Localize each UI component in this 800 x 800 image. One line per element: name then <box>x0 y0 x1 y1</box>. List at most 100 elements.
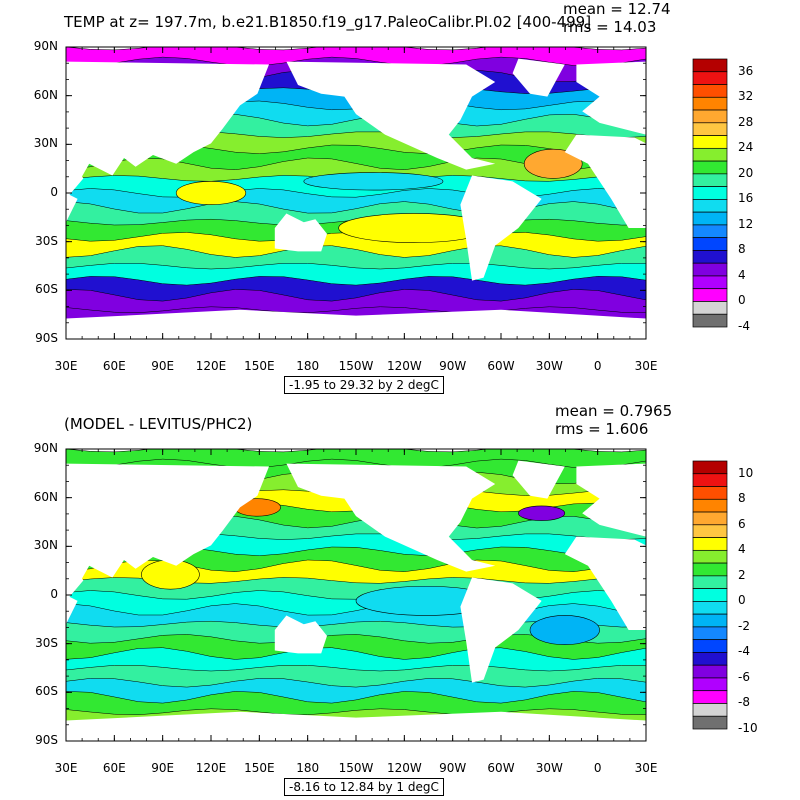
colorbar-swatch <box>692 690 728 704</box>
contour-feature <box>303 172 444 191</box>
colorbar-label: -10 <box>738 721 758 735</box>
colorbar-swatch <box>692 498 728 513</box>
colorbar-label: -2 <box>738 618 750 633</box>
lon-tick-label: 120W <box>386 359 422 373</box>
colorbar-label: 10 <box>738 465 754 480</box>
lat-tick-label: 30N <box>33 538 58 553</box>
colorbar-swatch <box>692 275 728 290</box>
colorbar-swatch <box>692 703 728 717</box>
colorbar-swatch <box>692 147 728 162</box>
colorbar-swatch <box>692 473 728 487</box>
lat-tick-label: 30S <box>35 635 58 650</box>
land-mask <box>460 577 542 683</box>
land-mask <box>66 463 269 595</box>
lat-tick-label: 90N <box>33 441 58 455</box>
colorbar-swatch <box>692 224 728 239</box>
lon-tick-label: 60E <box>102 359 126 373</box>
land-mask <box>66 61 269 193</box>
colorbar-swatch <box>692 652 728 666</box>
colorbar-swatch <box>692 562 728 577</box>
land-mask <box>512 460 565 499</box>
lat-tick-label: 0 <box>50 185 58 199</box>
land-mask <box>274 615 327 654</box>
land-mask <box>66 193 78 223</box>
lon-tick-label: 90E <box>151 761 175 775</box>
colorbar-swatch <box>692 511 728 526</box>
colorbar-label: -6 <box>738 669 750 684</box>
lon-tick-label: 30E <box>634 761 658 775</box>
lat-tick-label: 30S <box>35 233 58 248</box>
map-panel-2 <box>65 448 647 742</box>
land-mask <box>512 58 565 97</box>
colorbar-label: 32 <box>738 89 754 104</box>
land-mask <box>66 711 646 741</box>
lon-tick-label: 150E <box>244 761 275 775</box>
lon-tick-label: 150W <box>338 359 374 373</box>
lat-tick-label: 60N <box>33 87 58 102</box>
colorbar-swatch <box>692 313 728 328</box>
contour-feature <box>175 181 247 205</box>
lon-tick-label: 120W <box>386 761 422 775</box>
lon-tick-label: 30E <box>54 761 78 775</box>
colorbar-swatch <box>692 588 728 602</box>
colorbar-label: 4 <box>738 542 746 557</box>
colorbar-label: 16 <box>738 191 754 206</box>
panel1-contour-range: -1.95 to 29.32 by 2 degC <box>284 376 444 394</box>
panel2-rms: rms = 1.606 <box>555 420 649 438</box>
lon-tick-label: 180 <box>296 761 320 775</box>
colorbar-swatch <box>692 262 728 277</box>
lat-tick-label: 90S <box>35 733 58 747</box>
lon-tick-label: 30W <box>535 761 563 775</box>
colorbar-label: 12 <box>738 216 754 231</box>
colorbar-label: 0 <box>738 293 746 308</box>
colorbar-label: 6 <box>738 516 746 531</box>
lon-tick-label: 150E <box>244 359 275 373</box>
colorbar-swatch <box>692 71 728 85</box>
land-mask <box>286 463 496 572</box>
colorbar-1 <box>692 58 728 328</box>
map-panel-1 <box>65 46 647 340</box>
colorbar-swatch <box>692 601 728 615</box>
colorbar-swatch <box>692 626 728 641</box>
lat-tick-label: 60N <box>33 489 58 504</box>
colorbar-swatch <box>692 524 728 538</box>
colorbar-swatch <box>692 160 728 175</box>
lon-tick-label: 150W <box>338 761 374 775</box>
contour-feature <box>529 615 600 645</box>
lon-tick-label: 30E <box>634 359 658 373</box>
colorbar-label: 8 <box>738 242 746 257</box>
lon-tick-label: 90W <box>439 359 467 373</box>
lat-tick-label: 30N <box>33 136 58 151</box>
contour-feature <box>141 559 200 590</box>
lon-tick-label: 120E <box>195 359 227 373</box>
colorbar-label: 8 <box>738 491 746 506</box>
lon-tick-label: 60W <box>487 359 515 373</box>
land-mask <box>274 213 327 252</box>
lon-tick-label: 60W <box>487 761 515 775</box>
colorbar-label: 4 <box>738 267 746 282</box>
lon-tick-label: 30W <box>535 359 563 373</box>
colorbar-swatch <box>692 460 728 475</box>
lon-tick-label: 120E <box>195 761 227 775</box>
panel2-title: (MODEL - LEVITUS/PHC2) <box>64 415 253 433</box>
ocean-field-2 <box>66 449 646 741</box>
land-mask <box>576 463 646 537</box>
colorbar-label: -8 <box>738 695 750 710</box>
panel2-contour-range: -8.16 to 12.84 by 1 degC <box>284 778 444 796</box>
colorbar-swatch <box>692 199 728 213</box>
colorbar-label: 24 <box>738 140 754 155</box>
lat-tick-label: 90N <box>33 39 58 53</box>
lon-tick-label: 30E <box>54 359 78 373</box>
panel1-rms: rms = 14.03 <box>563 18 657 36</box>
colorbar-swatch <box>692 677 728 692</box>
contour-feature <box>523 148 583 179</box>
colorbar-swatch <box>692 109 728 124</box>
contour-feature <box>518 505 566 521</box>
colorbar-2 <box>692 460 728 730</box>
colorbar-swatch <box>692 186 728 200</box>
colorbar-label: 0 <box>738 593 746 608</box>
lon-tick-label: 90E <box>151 359 175 373</box>
colorbar-swatch <box>692 639 728 653</box>
land-mask <box>286 61 496 170</box>
